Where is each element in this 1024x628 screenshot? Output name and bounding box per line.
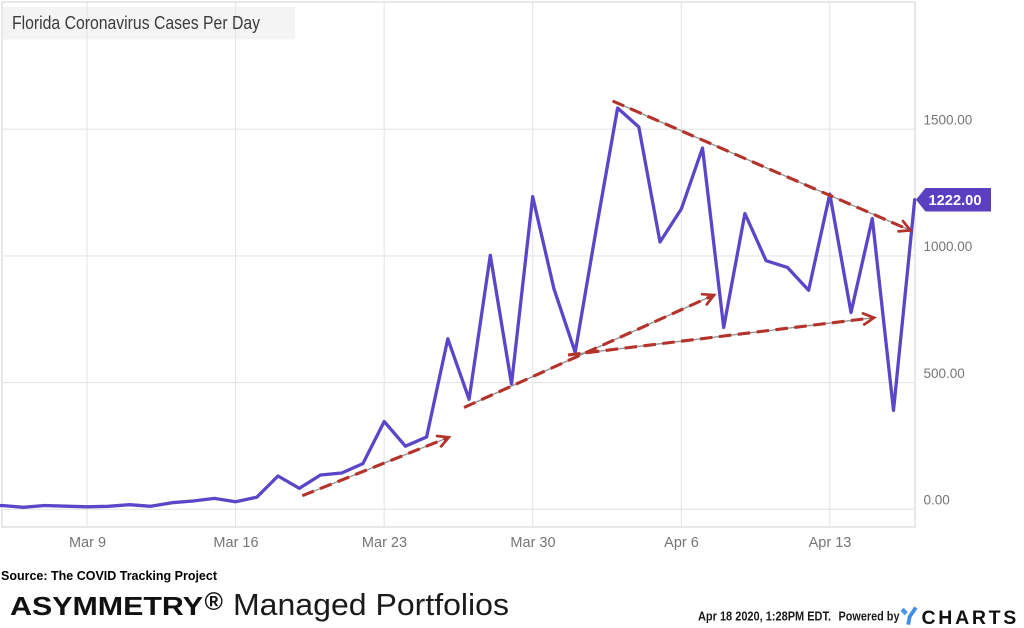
svg-text:Mar 16: Mar 16 <box>213 535 258 551</box>
svg-text:1000.00: 1000.00 <box>924 239 973 254</box>
svg-text:Source: The COVID Tracking Pro: Source: The COVID Tracking Project <box>1 568 218 583</box>
svg-text:0.00: 0.00 <box>924 493 950 508</box>
svg-text:1222.00: 1222.00 <box>929 192 982 209</box>
svg-text:Apr 6: Apr 6 <box>664 535 699 551</box>
svg-text:Managed Portfolios: Managed Portfolios <box>233 587 509 622</box>
svg-text:Apr 13: Apr 13 <box>809 535 852 551</box>
svg-text:CHARTS: CHARTS <box>922 607 1019 628</box>
svg-text:500.00: 500.00 <box>924 366 965 381</box>
svg-text:®: ® <box>205 588 224 616</box>
svg-text:ASYMMETRY: ASYMMETRY <box>10 591 203 621</box>
svg-text:Mar 23: Mar 23 <box>362 535 407 551</box>
svg-text:Powered by: Powered by <box>839 610 900 624</box>
svg-text:Mar 30: Mar 30 <box>510 535 555 551</box>
svg-text:Mar 9: Mar 9 <box>69 535 106 551</box>
svg-text:1500.00: 1500.00 <box>924 112 973 127</box>
svg-text:Apr 18 2020, 1:28PM EDT.: Apr 18 2020, 1:28PM EDT. <box>698 610 831 624</box>
svg-text:Florida Coronavirus Cases Per: Florida Coronavirus Cases Per Day <box>12 13 260 33</box>
